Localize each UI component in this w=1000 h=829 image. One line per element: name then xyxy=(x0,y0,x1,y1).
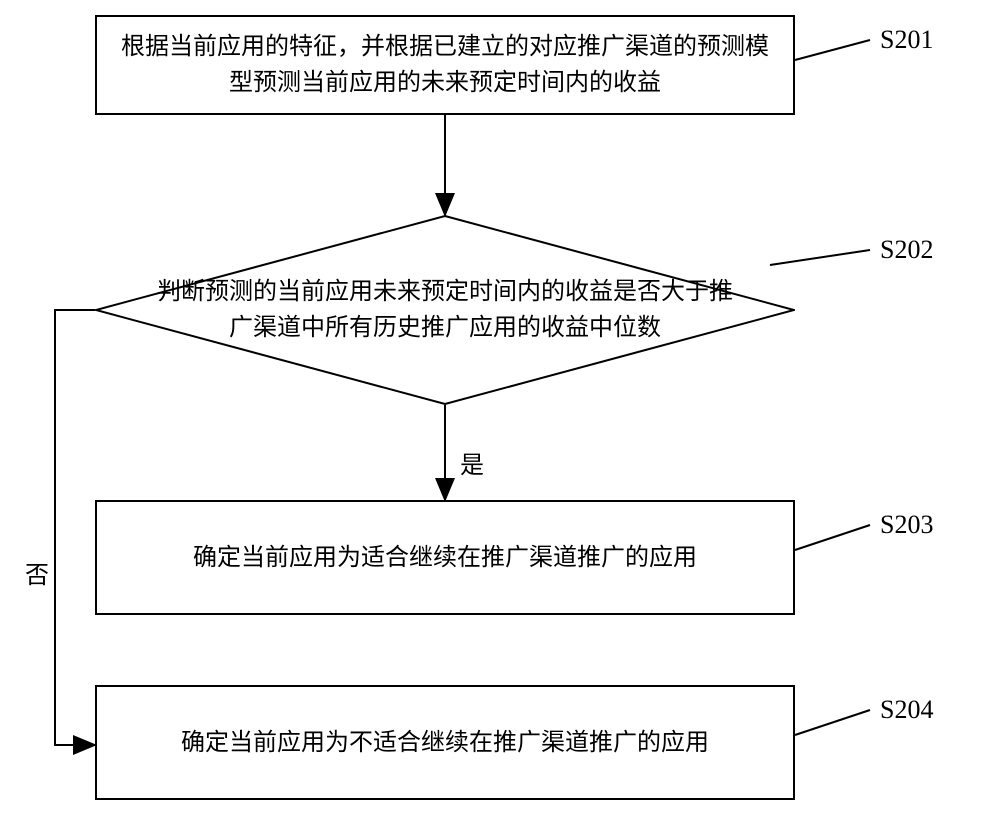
leader-s201 xyxy=(795,40,870,60)
step-s202-text: 判断预测的当前应用未来预定时间内的收益是否大于推广渠道中所有历史推广应用的收益中… xyxy=(155,274,735,346)
step-s204-label: S204 xyxy=(880,695,933,725)
leader-s203 xyxy=(795,525,870,550)
edge-label-no: 否 xyxy=(25,555,49,590)
step-s201-label: S201 xyxy=(880,25,933,55)
step-s202-label: S202 xyxy=(880,235,933,265)
edge-s202-s204 xyxy=(55,310,95,745)
edge-label-yes: 是 xyxy=(460,445,484,480)
step-s204: 确定当前应用为不适合继续在推广渠道推广的应用 xyxy=(95,685,795,800)
step-s202: 判断预测的当前应用未来预定时间内的收益是否大于推广渠道中所有历史推广应用的收益中… xyxy=(95,215,795,405)
step-s201: 根据当前应用的特征，并根据已建立的对应推广渠道的预测模型预测当前应用的未来预定时… xyxy=(95,15,795,115)
step-s201-text: 根据当前应用的特征，并根据已建立的对应推广渠道的预测模型预测当前应用的未来预定时… xyxy=(117,29,773,101)
step-s203-text: 确定当前应用为适合继续在推广渠道推广的应用 xyxy=(193,540,697,576)
step-s203-label: S203 xyxy=(880,510,933,540)
flowchart-canvas: 根据当前应用的特征，并根据已建立的对应推广渠道的预测模型预测当前应用的未来预定时… xyxy=(0,0,1000,829)
step-s204-text: 确定当前应用为不适合继续在推广渠道推广的应用 xyxy=(181,725,709,761)
step-s203: 确定当前应用为适合继续在推广渠道推广的应用 xyxy=(95,500,795,615)
leader-s204 xyxy=(795,710,870,735)
